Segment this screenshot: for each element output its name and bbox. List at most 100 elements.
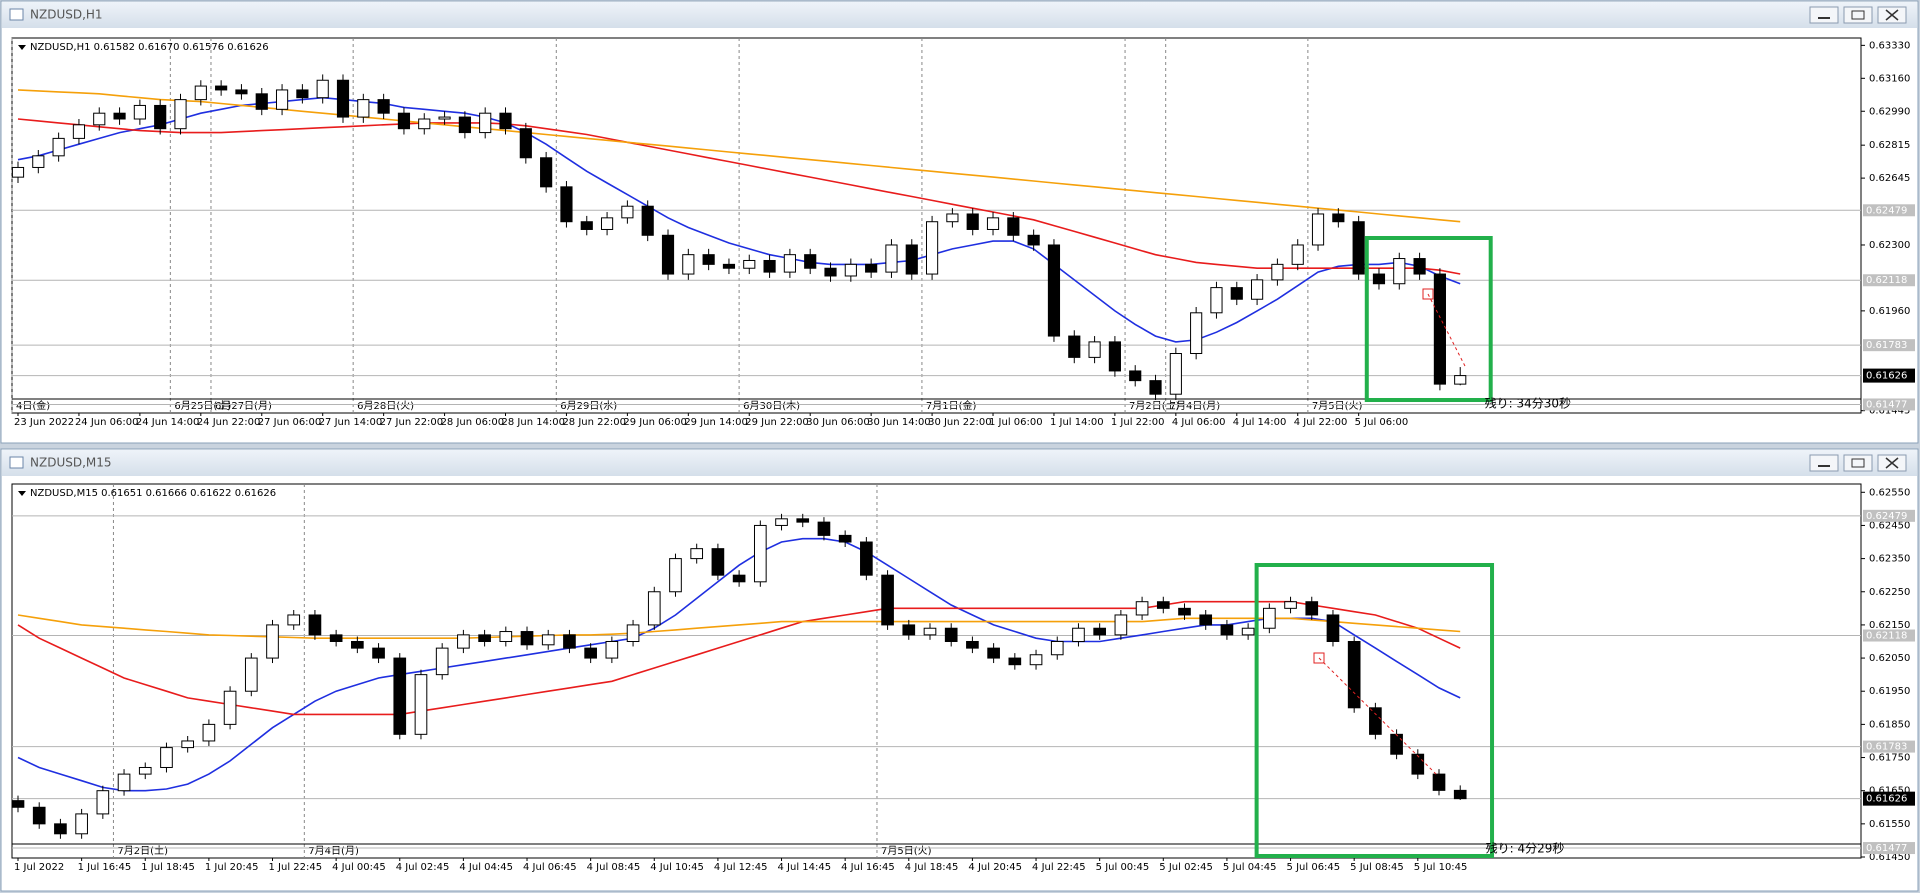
candle-body xyxy=(1050,640,1064,656)
candle-body xyxy=(946,213,959,223)
candle-body xyxy=(499,631,513,642)
x-tick-label: 4 Jul 10:45 xyxy=(650,862,704,873)
candle-body xyxy=(393,657,407,735)
candle-body xyxy=(1047,244,1061,337)
minimize-button[interactable] xyxy=(1809,6,1839,24)
candle-body xyxy=(902,624,916,636)
candle-body xyxy=(1241,627,1255,636)
candle-body xyxy=(838,534,852,543)
x-tick-label: 23 Jun 2022 xyxy=(14,417,74,428)
x-tick-label: 27 Jun 22:00 xyxy=(380,417,444,428)
candle-body xyxy=(1068,335,1081,358)
candle-body xyxy=(682,254,695,275)
icon xyxy=(1851,458,1865,468)
separator-label: 7月2日(土) xyxy=(1129,399,1180,412)
x-tick-label: 5 Jul 04:45 xyxy=(1223,862,1277,873)
candle-body xyxy=(775,518,788,526)
candle-body xyxy=(499,112,512,130)
trade-line xyxy=(1427,293,1467,369)
x-tick-label: 1 Jul 18:45 xyxy=(141,862,195,873)
x-tick-label: 4 Jul 14:45 xyxy=(778,862,832,873)
candle-body xyxy=(458,116,471,134)
candle-body xyxy=(1072,627,1085,642)
x-tick-label: 1 Jul 2022 xyxy=(14,862,64,873)
minimize-button[interactable] xyxy=(1809,454,1839,472)
candle-body xyxy=(1149,380,1162,395)
candle-body xyxy=(743,259,756,269)
candle-body xyxy=(605,640,619,659)
candle-body xyxy=(308,614,322,636)
candle-body xyxy=(160,747,173,768)
candle-body xyxy=(1411,753,1425,775)
x-tick-label: 27 Jun 06:00 xyxy=(258,417,322,428)
window-buttons[interactable] xyxy=(1809,6,1907,24)
separator-label: 7月4日(月) xyxy=(1170,400,1221,412)
candle-body xyxy=(1108,341,1121,372)
countdown: 残り: 34分30秒 xyxy=(1485,397,1571,411)
candle-body xyxy=(478,634,491,642)
candle-body xyxy=(1390,733,1403,755)
candle-body xyxy=(32,155,45,168)
window-icon xyxy=(9,456,24,469)
candle-body xyxy=(541,634,555,646)
maximize-button[interactable] xyxy=(1843,454,1873,472)
candle-body xyxy=(824,267,837,277)
candle-body xyxy=(1311,213,1325,246)
chart-info: NZDUSD,H1 0.61582 0.61670 0.61576 0.6162… xyxy=(30,42,269,53)
separator-label: 7月5日(火) xyxy=(1312,400,1363,412)
x-tick-label: 4 Jul 14:00 xyxy=(1233,417,1287,428)
x-tick-label: 5 Jul 06:45 xyxy=(1287,862,1341,873)
separator-label: 7月1日(金) xyxy=(926,399,977,412)
y-tick-label: 0.61950 xyxy=(1869,686,1910,697)
highlight-box xyxy=(1254,563,1495,858)
countdown: 残り: 4分29秒 xyxy=(1486,842,1565,856)
maximize-button[interactable] xyxy=(1843,6,1873,24)
candle-body xyxy=(75,813,88,835)
candle-body xyxy=(626,624,640,642)
candle-body xyxy=(138,766,152,775)
x-tick-label: 28 Jun 14:00 xyxy=(502,417,566,428)
candle-body xyxy=(600,217,614,230)
candle-body xyxy=(711,548,725,576)
candle-body xyxy=(944,627,958,642)
x-tick-label: 5 Jul 00:45 xyxy=(1096,862,1150,873)
x-tick-label: 4 Jul 22:45 xyxy=(1032,862,1086,873)
candle-body xyxy=(117,773,131,792)
candle-body xyxy=(266,624,279,659)
candle-body xyxy=(986,217,1000,230)
candle-body xyxy=(351,640,364,649)
candle-body xyxy=(11,166,25,178)
window-buttons[interactable] xyxy=(1809,454,1907,472)
candle-body xyxy=(1413,258,1426,275)
x-tick-label: 5 Jul 02:45 xyxy=(1159,862,1213,873)
y-tick-label: 0.62645 xyxy=(1869,173,1910,184)
candle-body xyxy=(1305,601,1319,616)
candle-body xyxy=(966,640,979,649)
info-triangle xyxy=(18,45,26,50)
candle-body xyxy=(1088,341,1101,358)
x-tick-label: 4 Jul 18:45 xyxy=(905,862,959,873)
candle-body xyxy=(563,634,576,649)
x-tick-label: 28 Jun 06:00 xyxy=(441,417,505,428)
title-bar xyxy=(2,450,1917,476)
candle-body xyxy=(255,93,268,110)
last-price-bg xyxy=(1863,791,1915,806)
y-tick-label: 0.62815 xyxy=(1869,140,1910,151)
window-title: NZDUSD,H1 xyxy=(30,8,103,22)
moving-average xyxy=(17,537,1461,792)
candle-body xyxy=(987,647,1000,659)
moving-average xyxy=(17,600,1461,716)
level-label: 0.62479 xyxy=(1866,511,1907,522)
chart-info: NZDUSD,M15 0.61651 0.61666 0.61622 0.616… xyxy=(30,488,276,499)
candle-body xyxy=(763,259,776,273)
y-tick-label: 0.62350 xyxy=(1869,554,1910,565)
candle-body xyxy=(1190,312,1203,355)
separator-label: 6月28日(火) xyxy=(357,400,414,412)
level-label-bg xyxy=(1863,842,1915,855)
candle-body xyxy=(690,548,704,560)
candle-body xyxy=(647,591,661,626)
candle-body xyxy=(181,740,195,749)
level-label: 0.61783 xyxy=(1866,742,1907,753)
candle-body xyxy=(966,213,979,230)
